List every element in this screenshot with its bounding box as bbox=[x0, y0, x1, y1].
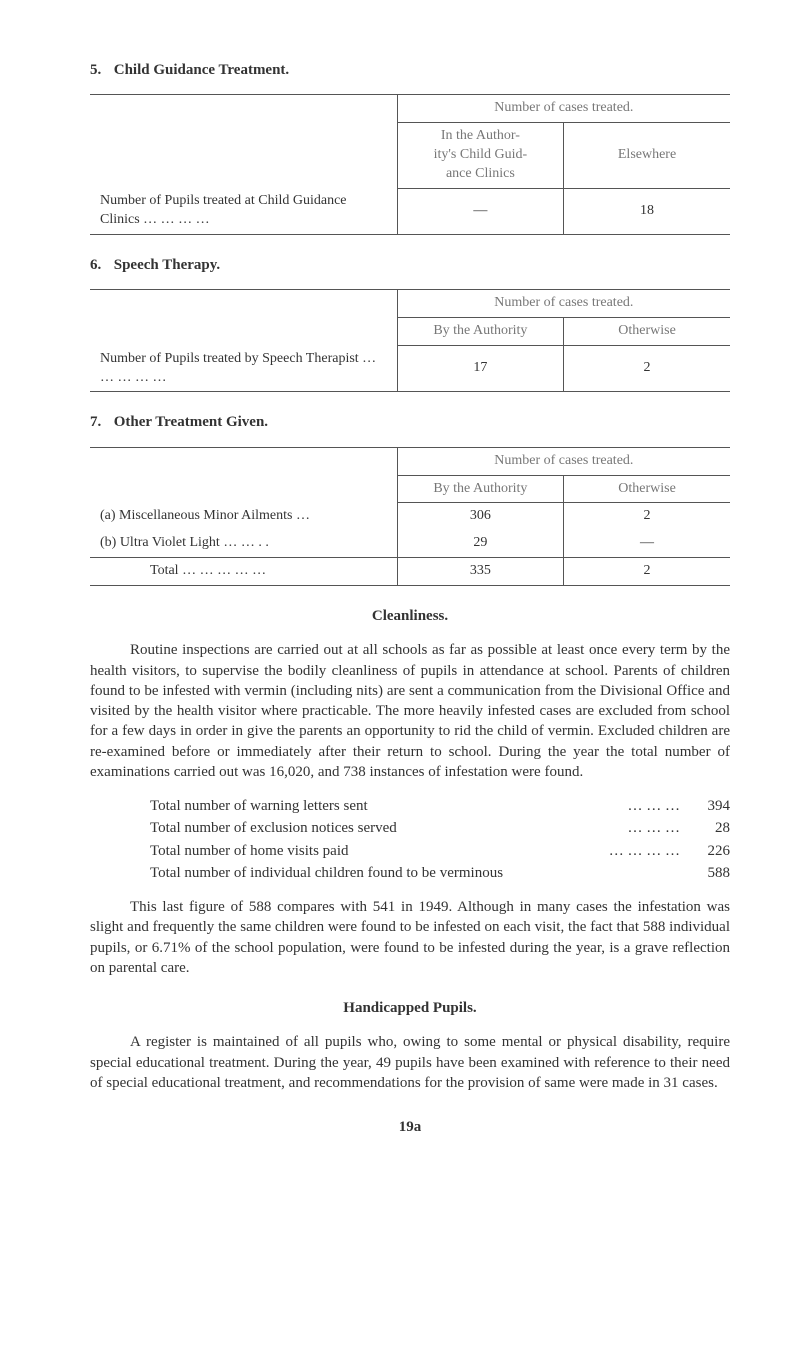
stat-val: 394 bbox=[680, 796, 730, 816]
t6-col1: By the Authority bbox=[397, 318, 563, 346]
stat-dots: … … … bbox=[628, 796, 681, 816]
t7-rowA-label: (a) Miscellaneous Minor Ailments … bbox=[90, 503, 397, 530]
t6-col2: Otherwise bbox=[564, 318, 730, 346]
t7-rowA-v1: 306 bbox=[397, 503, 563, 530]
section-5-heading: 5. Child Guidance Treatment. bbox=[90, 60, 730, 80]
section-6-num: 6. bbox=[90, 255, 110, 275]
section-7-title: Other Treatment Given. bbox=[114, 414, 268, 430]
handicapped-title: Handicapped Pupils. bbox=[90, 998, 730, 1018]
t7-rowB-v1: 29 bbox=[397, 530, 563, 557]
table-5: Number of cases treated. In the Author- … bbox=[90, 94, 730, 235]
t6-val2: 2 bbox=[564, 346, 730, 392]
section-7-num: 7. bbox=[90, 412, 110, 432]
page-number: 19a bbox=[90, 1117, 730, 1137]
section-5-title: Child Guidance Treatment. bbox=[114, 62, 289, 78]
stat-val: 28 bbox=[680, 818, 730, 838]
table-6: Number of cases treated. By the Authorit… bbox=[90, 289, 730, 392]
stat-label: Total number of home visits paid bbox=[150, 841, 609, 861]
stat-label: Total number of exclusion notices served bbox=[150, 818, 628, 838]
cleanliness-p1: Routine inspections are carried out at a… bbox=[90, 640, 730, 782]
t7-col2: Otherwise bbox=[564, 475, 730, 503]
t5-val2: 18 bbox=[564, 188, 730, 234]
t7-col1: By the Authority bbox=[397, 475, 563, 503]
table-7: Number of cases treated. By the Authorit… bbox=[90, 447, 730, 586]
t5-col2: Elsewhere bbox=[564, 123, 730, 189]
t7-rowA-v2: 2 bbox=[564, 503, 730, 530]
t7-rowB-v2: — bbox=[564, 530, 730, 557]
section-5-num: 5. bbox=[90, 60, 110, 80]
stat-line: Total number of home visits paid … … … …… bbox=[150, 841, 730, 861]
stat-line: Total number of warning letters sent … …… bbox=[150, 796, 730, 816]
stat-line: Total number of exclusion notices served… bbox=[150, 818, 730, 838]
t7-total-label: Total … … … … … bbox=[90, 558, 397, 586]
t5-val1: — bbox=[397, 188, 563, 234]
stat-dots: … … … bbox=[628, 818, 681, 838]
t7-total-v2: 2 bbox=[564, 558, 730, 586]
t7-total-v1: 335 bbox=[397, 558, 563, 586]
t5-col1: In the Author- ity's Child Guid- ance Cl… bbox=[397, 123, 563, 189]
section-7-heading: 7. Other Treatment Given. bbox=[90, 412, 730, 432]
section-6-heading: 6. Speech Therapy. bbox=[90, 255, 730, 275]
t6-header-top: Number of cases treated. bbox=[397, 290, 730, 318]
stat-val: 588 bbox=[680, 863, 730, 883]
stat-dots: … … … … bbox=[609, 841, 680, 861]
cleanliness-title: Cleanliness. bbox=[90, 606, 730, 626]
t7-header-top: Number of cases treated. bbox=[397, 447, 730, 475]
t5-header-top: Number of cases treated. bbox=[397, 95, 730, 123]
handicapped-p1: A register is maintained of all pupils w… bbox=[90, 1032, 730, 1093]
t5-row-label: Number of Pupils treated at Child Guidan… bbox=[90, 188, 397, 234]
t7-rowB-label: (b) Ultra Violet Light … … . . bbox=[90, 530, 397, 557]
t6-row-label: Number of Pupils treated by Speech Thera… bbox=[90, 346, 397, 392]
section-6-title: Speech Therapy. bbox=[114, 257, 220, 273]
cleanliness-p2: This last figure of 588 compares with 54… bbox=[90, 897, 730, 978]
stat-val: 226 bbox=[680, 841, 730, 861]
t6-val1: 17 bbox=[397, 346, 563, 392]
stat-label: Total number of individual children foun… bbox=[150, 863, 680, 883]
stat-line: Total number of individual children foun… bbox=[150, 863, 730, 883]
stat-label: Total number of warning letters sent bbox=[150, 796, 628, 816]
